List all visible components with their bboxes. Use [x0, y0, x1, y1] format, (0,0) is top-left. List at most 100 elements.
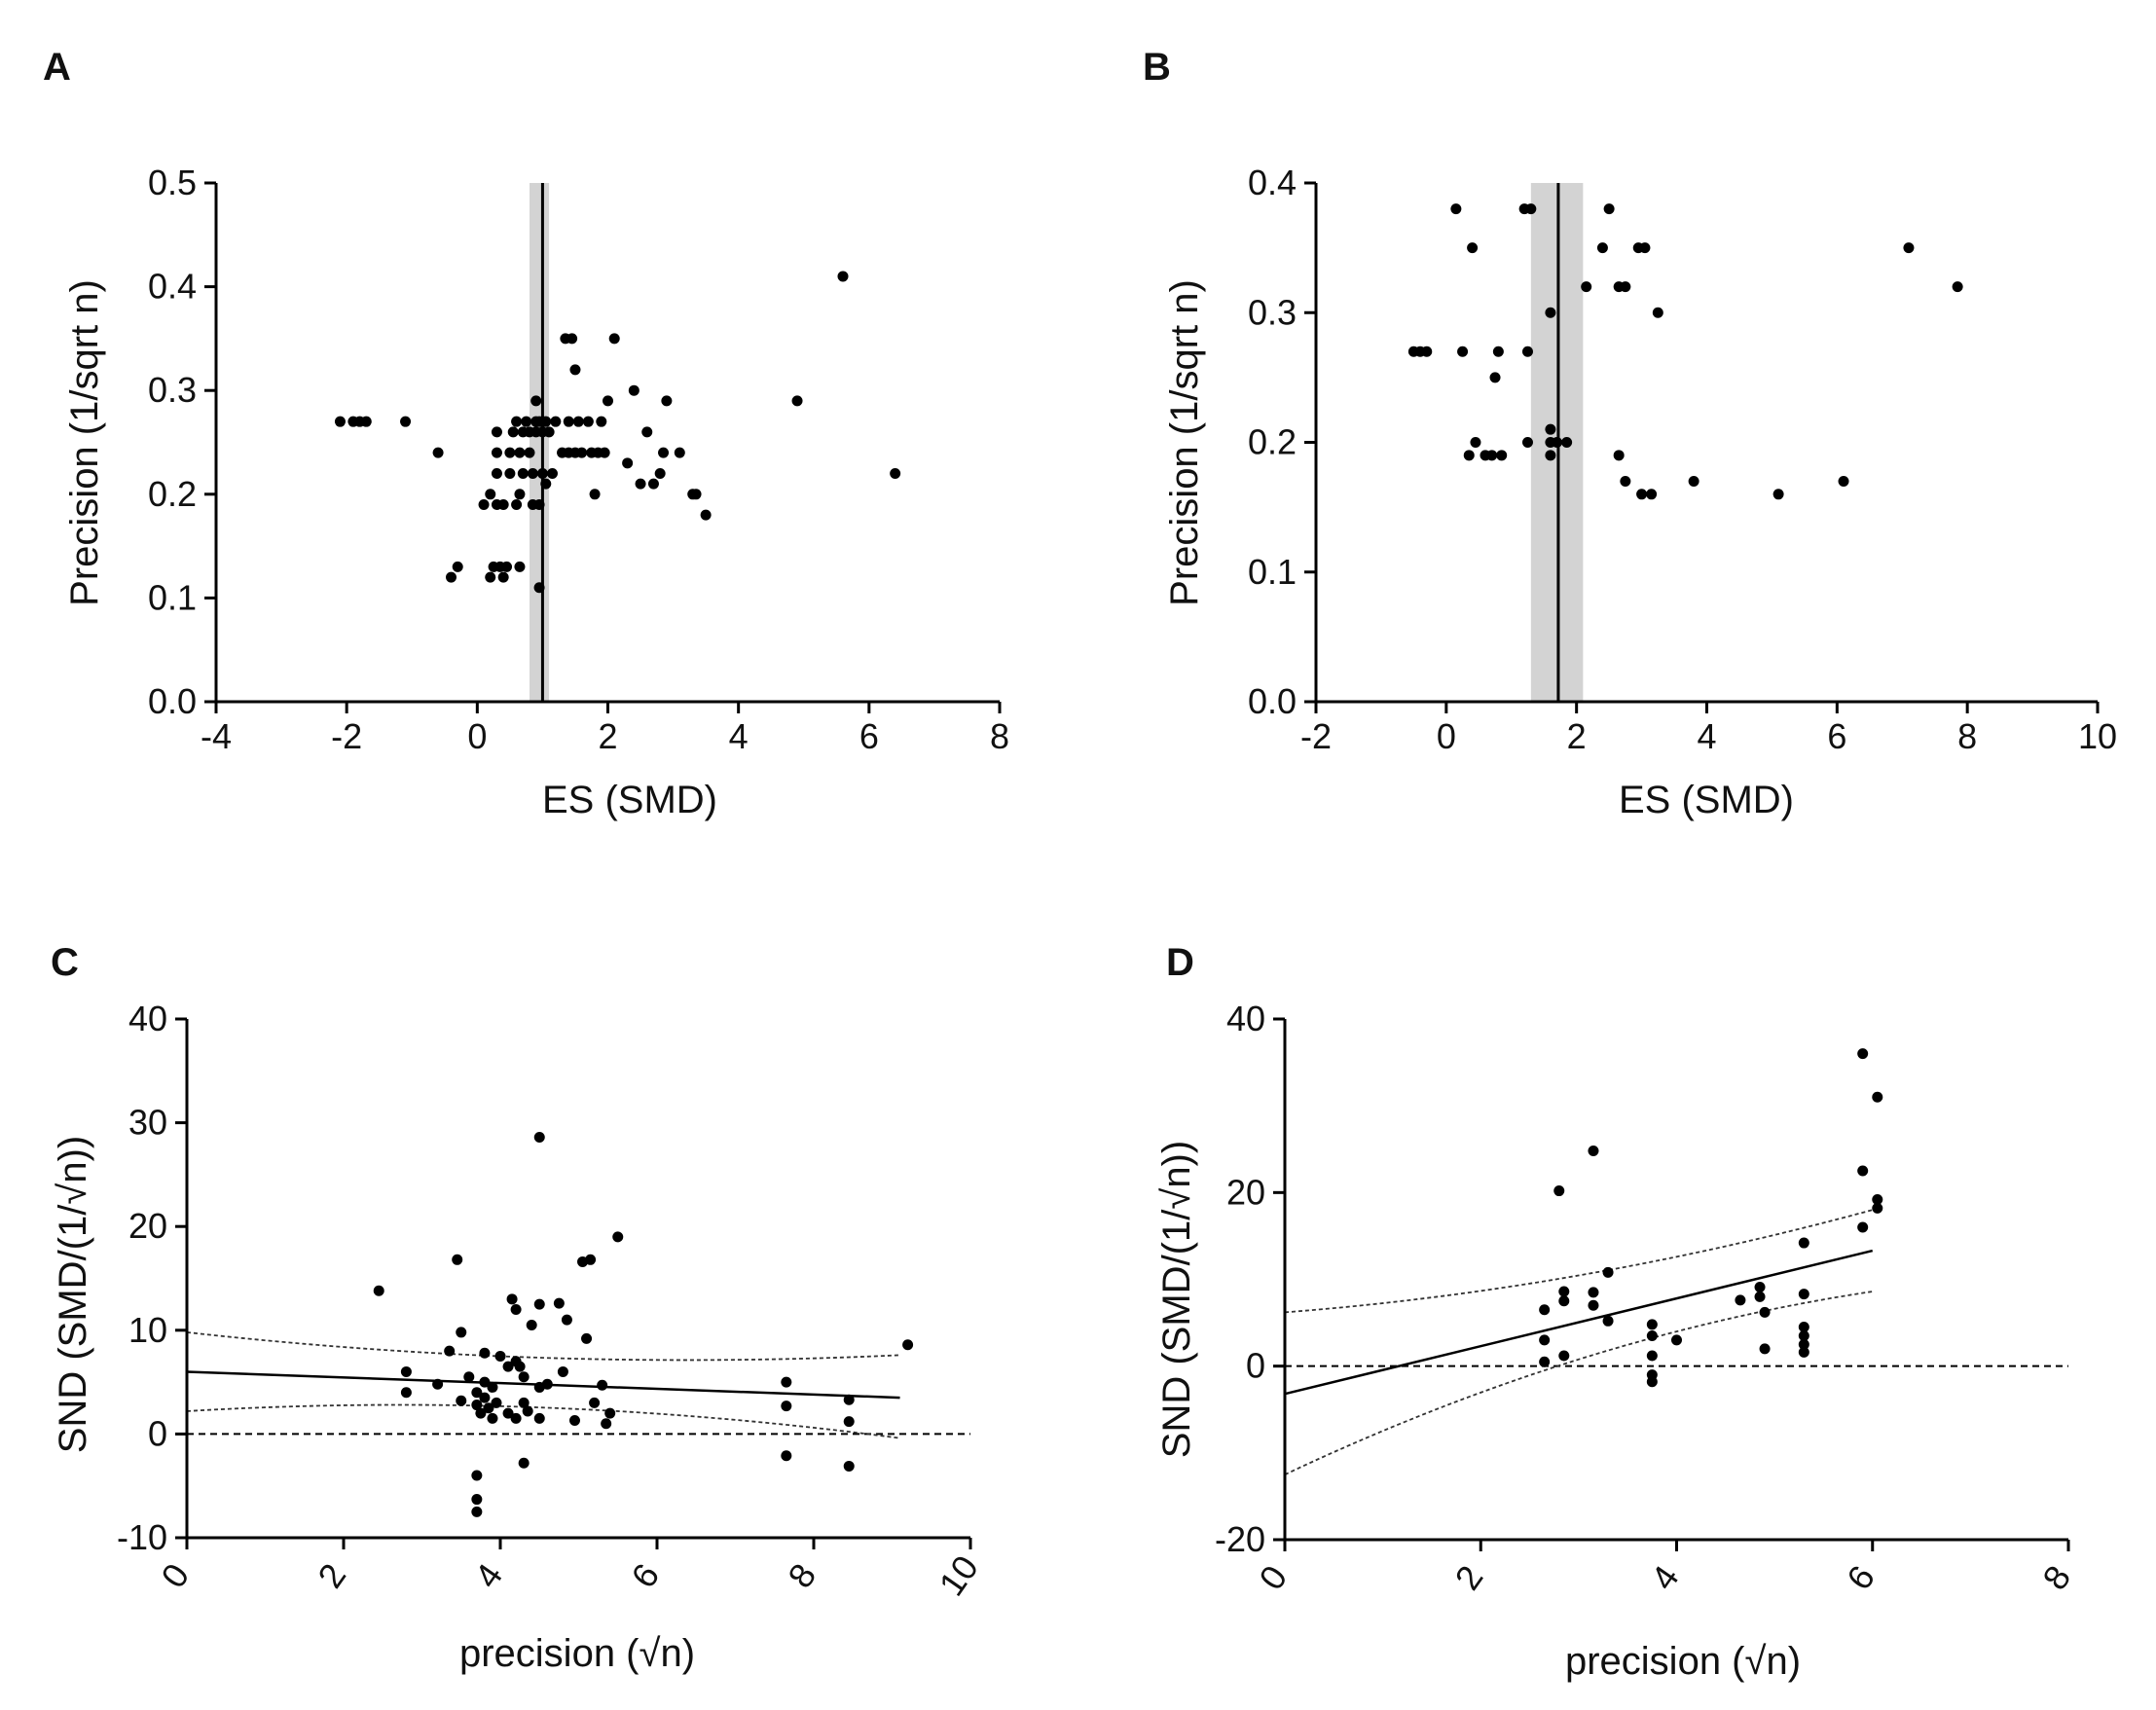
panel-a-x-tick-label: -4 — [201, 716, 232, 756]
panel-d-data-point — [1759, 1343, 1771, 1355]
panel-b-data-point — [1450, 203, 1462, 215]
panel-a-data-point — [582, 416, 594, 427]
panel-a-data-point — [334, 416, 346, 427]
panel-d-data-point — [1602, 1266, 1614, 1278]
panel-a-y-tick-label: 0.3 — [148, 370, 197, 410]
panel-a-y-tick-label: 0.2 — [148, 474, 197, 514]
panel-a-data-point — [647, 478, 659, 490]
panel-d-data-point — [1872, 1202, 1883, 1214]
panel-a-data-point — [608, 333, 620, 345]
panel-b-data-point — [1545, 450, 1556, 461]
panel-b-y-tick-label: 0.3 — [1248, 292, 1297, 332]
panel-d-data-point — [1646, 1319, 1658, 1330]
panel-d-data-point — [1857, 1048, 1869, 1060]
panel-d-data-point — [1798, 1237, 1809, 1249]
panel-a-data-point — [572, 416, 584, 427]
panel-a-data-point — [569, 364, 581, 376]
panel-b: B 0.0 0.1 0.2 0.3 0.4 -2 0 2 4 6 8 10 ES (SMD) Prec… — [1143, 46, 2117, 821]
panel-c-data-point — [781, 1376, 792, 1388]
panel-d-ci-upper-curve — [1284, 1209, 1873, 1314]
panel-b-data-point — [1457, 346, 1469, 357]
panel-a-data-point — [603, 395, 613, 407]
panel-c-data-point — [373, 1285, 384, 1296]
panel-d-ci-lower-curve — [1284, 1291, 1873, 1475]
panel-a-data-point — [540, 416, 552, 427]
panel-b-data-point — [1620, 475, 1631, 487]
panel-a-x-axis-label: ES (SMD) — [542, 779, 717, 821]
panel-a-data-point — [521, 416, 532, 427]
panel-a-data-point — [446, 571, 457, 583]
panel-d-points — [1539, 1048, 1883, 1388]
panel-d-data-point — [1798, 1329, 1809, 1341]
panel-d-lines-layer — [1284, 1209, 2068, 1475]
panel-b-y-tick-label: 0.4 — [1248, 163, 1297, 202]
panel-a-y-axis-label: Precision (1/sqrt n) — [63, 279, 106, 606]
panel-b-data-point — [1603, 203, 1615, 215]
panel-a-data-point — [504, 447, 516, 458]
panel-c-letter: C — [51, 941, 79, 984]
panel-b-data-point — [1639, 242, 1651, 254]
panel-b-data-point — [1421, 346, 1433, 357]
panel-b-y-tick-label: 0.2 — [1248, 422, 1297, 462]
panel-b-x-tick-label: -2 — [1300, 716, 1332, 756]
panel-c-data-point — [432, 1378, 444, 1390]
panel-a-data-point — [491, 467, 502, 479]
panel-c-ci-lower-curve — [186, 1403, 900, 1439]
panel-b-data-point — [1620, 281, 1631, 293]
panel-c-y-tick-label: 10 — [128, 1310, 167, 1350]
panel-c-data-point — [843, 1416, 855, 1428]
panel-a-data-point — [491, 426, 502, 438]
panel-b-x-tick-label: 0 — [1437, 716, 1456, 756]
panel-c-y-tick-label: -10 — [117, 1517, 167, 1557]
panel-c-data-point — [400, 1387, 412, 1399]
panel-c-data-point — [510, 1303, 522, 1315]
panel-b-data-point — [1646, 489, 1658, 500]
panel-b-data-point — [1496, 450, 1508, 461]
panel-a-data-point — [485, 571, 496, 583]
panel-c-data-point — [612, 1231, 624, 1243]
panel-b-data-point — [1521, 346, 1533, 357]
panel-c-data-point — [597, 1379, 608, 1391]
panel-a-data-point — [491, 447, 502, 458]
panel-d-data-point — [1798, 1338, 1809, 1350]
panel-c-data-point — [487, 1381, 498, 1393]
panel-b-data-point — [1552, 437, 1563, 448]
panel-c-data-point — [781, 1401, 792, 1412]
panel-d-y-tick-label: 40 — [1226, 999, 1265, 1038]
panel-a-data-point — [546, 467, 558, 479]
panel-c-data-point — [581, 1332, 593, 1344]
panel-a-data-point — [501, 561, 513, 572]
panel-c-data-point — [553, 1297, 565, 1309]
panel-b-data-point — [1470, 437, 1481, 448]
panel-d-data-point — [1558, 1286, 1570, 1297]
panel-a-axes: 0.0 0.1 0.2 0.3 0.4 0.5 -4 -2 0 2 4 6 8 — [148, 163, 1009, 756]
panel-c-data-point — [483, 1402, 494, 1414]
panel-b-data-point — [1596, 242, 1608, 254]
panel-b-data-point — [1489, 372, 1501, 383]
panel-c-data-point — [518, 1397, 530, 1408]
panel-a-data-point — [504, 467, 516, 479]
panel-a-data-point — [497, 571, 509, 583]
panel-c-data-point — [585, 1254, 597, 1265]
panel-a-data-point — [511, 498, 523, 510]
panel-a-data-point — [514, 561, 526, 572]
panel-b-data-point — [1467, 242, 1479, 254]
panel-a-data-point — [533, 498, 545, 510]
panel-a-data-point — [543, 426, 555, 438]
panel-a-data-point — [635, 478, 646, 490]
panel-c-data-point — [518, 1371, 530, 1383]
panel-c-y-tick-label: 0 — [148, 1413, 167, 1453]
panel-d-data-point — [1602, 1315, 1614, 1327]
panel-a-x-tick-label: 2 — [598, 716, 617, 756]
panel-b-data-point — [1525, 203, 1537, 215]
panel-c-data-point — [541, 1378, 553, 1390]
panel-a-data-point — [540, 478, 552, 490]
panel-a-data-point — [690, 489, 702, 500]
panel-a-data-point — [514, 489, 526, 500]
panel-b-data-point — [1463, 450, 1475, 461]
panel-c-data-point — [604, 1407, 616, 1419]
panel-c-data-point — [491, 1397, 502, 1408]
panel-d-data-point — [1671, 1334, 1682, 1346]
panel-c-data-point — [557, 1365, 568, 1377]
